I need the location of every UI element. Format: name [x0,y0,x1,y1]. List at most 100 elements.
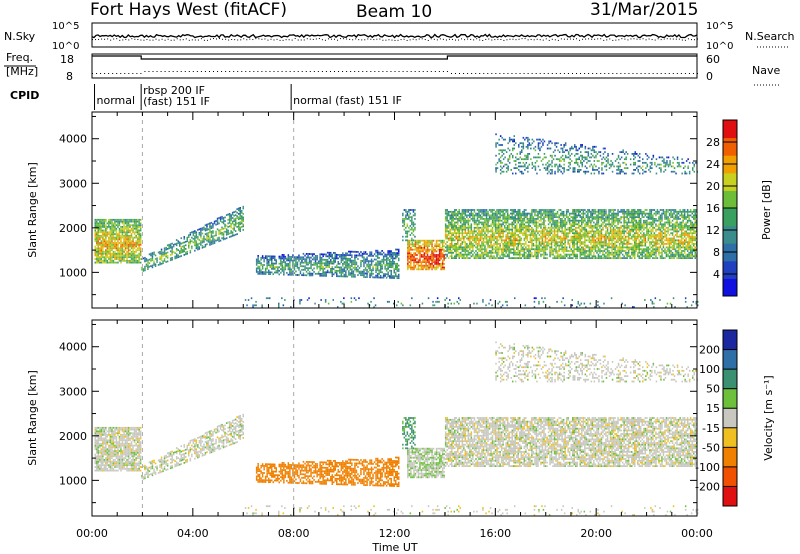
power-cell [172,243,175,246]
power-cell [537,255,539,258]
power-cell [345,270,347,272]
power-cell [426,252,429,255]
power-cell [201,241,204,244]
power-cell [461,228,464,231]
power-cell [206,239,208,242]
power-cell [126,247,128,250]
power-cell [520,218,522,220]
power-cell [340,271,343,274]
power-cell [260,258,262,261]
power-cell [475,257,477,259]
power-cell [221,215,223,218]
power-cell [437,263,439,265]
power-cell [194,240,196,243]
nsearch-dot [306,38,308,40]
power-cell [117,252,119,255]
power-cell [457,248,459,251]
power-cell [192,230,195,233]
power-cell [203,237,205,240]
power-cell [370,253,373,255]
power-cell [549,214,551,217]
power-cell [579,214,581,217]
power-cell [320,253,323,256]
power-cell [387,264,389,267]
power-cell [194,244,196,247]
power-cell [511,234,513,236]
power-cell [582,251,585,254]
power-cell [484,237,486,240]
power-cell [112,224,115,227]
power-cell [596,226,598,229]
power-cell [117,254,119,257]
power-cell [127,247,130,250]
power-cell [319,273,321,275]
power-cell [502,209,504,211]
power-cell [546,248,548,251]
nave-tick-top: 60 [706,53,720,66]
power-cell [159,252,161,255]
power-cell [461,225,464,227]
power-cell [599,232,601,235]
nave-dot [321,71,323,72]
power-cell [376,251,379,254]
power-cell [529,257,532,259]
power-cell [584,257,586,259]
power-cell [444,210,447,213]
power-cell [502,257,504,259]
power-cell [195,231,198,234]
power-cell [136,233,139,235]
nave-dot [511,73,513,74]
power-cell [576,223,578,226]
power-cell [564,234,566,236]
power-cell [550,214,553,217]
power-cell [588,218,591,220]
nsearch-dot [206,39,208,41]
power-cell [526,255,529,258]
power-cell [331,268,333,270]
power-cell [564,225,566,227]
power-cell [473,235,476,238]
power-cell [479,235,482,238]
power-cell [440,252,442,255]
power-cell [490,216,492,218]
power-cell [449,214,451,217]
power-cell [144,256,146,259]
power-cell [403,219,406,222]
power-cell [133,231,136,234]
nsearch-dot [194,39,196,41]
power-cell [470,212,473,215]
power-cell [163,249,166,251]
power-cell [180,248,182,250]
power-cell [326,251,329,254]
power-cell [126,256,128,259]
power-cell [431,268,433,271]
power-cell [215,239,217,242]
power-cell [599,243,601,245]
power-cell [581,241,583,243]
power-cell [559,239,562,242]
power-cell [437,243,439,246]
power-cell [460,226,462,229]
power-cell [396,268,398,271]
power-cell [549,253,551,256]
power-cell [410,255,412,258]
power-cell [97,243,99,246]
power-cell [447,212,450,215]
power-cell [479,237,482,240]
power-cell [475,214,477,217]
power-cell [537,210,539,213]
power-cell [540,250,542,252]
power-cell [428,259,430,262]
power-cell [255,263,258,266]
power-cell [451,232,453,235]
power-cell [382,257,385,259]
power-cell [546,214,548,217]
power-cell [242,213,244,215]
power-cell [264,271,267,274]
power-cell [393,253,395,256]
power-cell [572,243,574,245]
power-cell [216,237,219,240]
power-cell [469,230,471,233]
power-cell [593,241,595,243]
nsearch-dot [654,39,656,41]
